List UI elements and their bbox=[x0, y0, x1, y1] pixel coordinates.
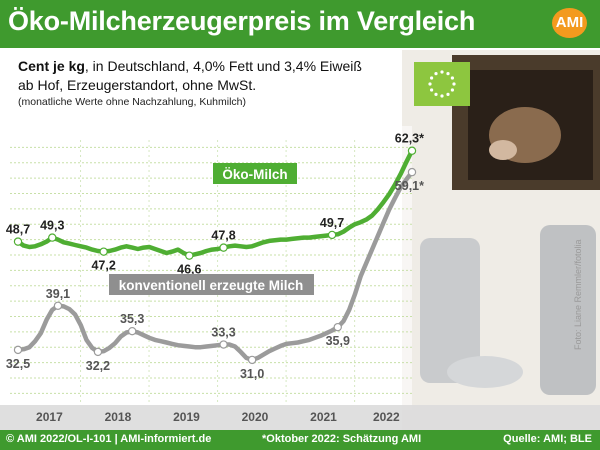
eu-star bbox=[430, 88, 434, 92]
data-label: 33,3 bbox=[211, 326, 235, 340]
milk-can-right bbox=[540, 225, 596, 395]
data-label: 39,1 bbox=[46, 287, 70, 301]
data-labels: 48,7 49,3 47,2 46,6 47,8 49,7 62,3* 32,5 39,1 32,… bbox=[6, 132, 424, 381]
data-label: 46,6 bbox=[177, 263, 201, 277]
data-label: 49,3 bbox=[40, 219, 64, 233]
series-lines bbox=[15, 148, 415, 363]
conventional-milk-label-bg bbox=[109, 274, 314, 295]
footer-note: *Oktober 2022: Schätzung AMI bbox=[262, 433, 422, 445]
data-label: 35,9 bbox=[326, 334, 350, 348]
data-label: 32,5 bbox=[6, 357, 30, 371]
data-point-marker bbox=[128, 326, 137, 336]
eu-organic-leaf-stars bbox=[428, 70, 456, 98]
data-point-marker bbox=[99, 247, 108, 256]
milk-can-left bbox=[420, 238, 480, 383]
x-tick-label: 2022 bbox=[373, 410, 400, 424]
data-point-marker bbox=[93, 347, 103, 357]
data-label: 31,0 bbox=[240, 367, 264, 381]
plot-area bbox=[10, 126, 412, 410]
eu-star bbox=[452, 82, 456, 86]
data-label: 62,3* bbox=[395, 132, 424, 146]
photo-credit: Foto: Liane Remmler/fotolia bbox=[573, 239, 583, 350]
x-tick-label: 2020 bbox=[242, 410, 269, 424]
footer-copyright: © AMI 2022/OL-I-101 | AMI-informiert.de bbox=[6, 433, 212, 445]
x-tick-label: 2021 bbox=[310, 410, 337, 424]
data-point-marker bbox=[247, 355, 257, 365]
data-point-marker bbox=[407, 167, 417, 177]
milk-pot bbox=[447, 356, 523, 388]
data-point-marker bbox=[219, 340, 228, 349]
eu-star bbox=[446, 92, 450, 96]
x-tick-label: 2019 bbox=[173, 410, 200, 424]
cow-muzzle bbox=[489, 140, 517, 160]
subtitle-unit: Cent je kg bbox=[18, 58, 85, 74]
conventional-milk-label: konventionell erzeugte Milch bbox=[119, 278, 304, 293]
eu-star bbox=[450, 76, 454, 80]
eco-milk-label: Öko-Milch bbox=[222, 167, 287, 182]
eu-star bbox=[450, 88, 454, 92]
data-point-marker bbox=[13, 237, 23, 246]
data-label: 48,7 bbox=[6, 223, 30, 237]
background-photo bbox=[402, 50, 600, 430]
x-tick-label: 2017 bbox=[36, 410, 63, 424]
data-label: 59,1* bbox=[395, 179, 424, 193]
data-label: 47,2 bbox=[91, 259, 115, 273]
data-point-marker bbox=[48, 233, 57, 242]
page-title: Öko-Milcherzeugerpreis im Vergleich bbox=[8, 6, 476, 36]
eu-star bbox=[428, 82, 432, 86]
subtitle-line-2: ab Hof, Erzeugerstandort, ohne MwSt. bbox=[18, 77, 257, 93]
conventional-milk-line bbox=[15, 169, 415, 363]
eco-milk-label-bg bbox=[213, 163, 297, 184]
eu-star bbox=[430, 76, 434, 80]
data-point-marker bbox=[219, 243, 228, 252]
x-axis-tick-labels: 2017 2018 2019 2020 2021 2022 bbox=[36, 410, 400, 424]
subtitle-note: (monatliche Werte ohne Nachzahlung, Kuhm… bbox=[18, 96, 247, 108]
data-label: 49,7 bbox=[320, 216, 344, 230]
x-axis-band bbox=[0, 405, 600, 430]
series-markers bbox=[13, 146, 417, 365]
footer-source: Quelle: AMI; BLE bbox=[503, 433, 592, 445]
eu-star bbox=[446, 72, 450, 76]
data-point-marker bbox=[13, 345, 23, 355]
data-point-marker bbox=[407, 146, 417, 155]
eco-milk-line bbox=[15, 148, 415, 258]
data-point-marker bbox=[333, 322, 342, 332]
subtitle-line-1-rest: , in Deutschland, 4,0% Fett und 3,4% Eiw… bbox=[84, 58, 362, 74]
series-labels: Öko-Milch konventionell erzeugte Milch bbox=[109, 163, 314, 295]
x-tick-label: 2018 bbox=[105, 410, 132, 424]
eu-star bbox=[440, 70, 444, 74]
eu-star bbox=[440, 94, 444, 98]
data-point-marker bbox=[185, 251, 194, 260]
data-label: 35,3 bbox=[120, 312, 144, 326]
eu-organic-logo bbox=[414, 62, 470, 106]
eu-star bbox=[434, 72, 438, 76]
data-label: 47,8 bbox=[211, 229, 235, 243]
subtitle-line-1: Cent je kg, in Deutschland, 4,0% Fett un… bbox=[18, 58, 362, 74]
data-label: 32,2 bbox=[86, 359, 110, 373]
year-separators bbox=[80, 140, 356, 405]
footer-bar: © AMI 2022/OL-I-101 | AMI-informiert.de … bbox=[0, 430, 600, 450]
eu-star bbox=[434, 92, 438, 96]
title-bar: Öko-Milcherzeugerpreis im Vergleich AMI bbox=[0, 0, 600, 48]
ami-logo: AMI bbox=[552, 8, 587, 38]
data-point-marker bbox=[327, 230, 337, 240]
data-point-marker bbox=[53, 301, 63, 310]
